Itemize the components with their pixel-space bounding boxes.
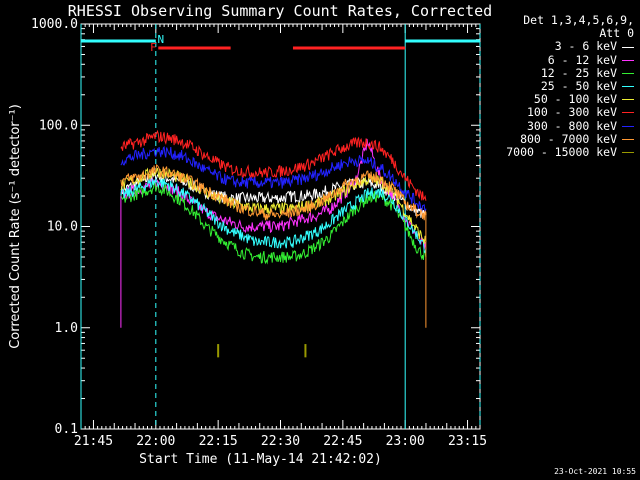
legend-entry: 3 - 6 keV [434, 40, 634, 53]
chart-title: RHESSI Observing Summary Count Rates, Co… [68, 2, 492, 20]
legend: Det 1,3,4,5,6,9, Att 0 3 - 6 keV 6 - 12 … [434, 13, 634, 159]
y-axis-label: Corrected Count Rate (s⁻¹ detector⁻¹) [8, 104, 23, 349]
x-tick-label: 22:30 [261, 434, 300, 449]
x-tick-label: 21:45 [74, 434, 113, 449]
series-line-0 [120, 171, 427, 218]
legend-entry: 25 - 50 keV [434, 79, 634, 93]
series-line-2 [120, 181, 427, 265]
legend-header-line-1: Det 1,3,4,5,6,9, [523, 13, 634, 27]
legend-swatch [622, 72, 634, 74]
y-tick-label: 1000.0 [31, 17, 78, 32]
y-tick-label: 100.0 [39, 118, 78, 133]
legend-entry: 6 - 12 keV [434, 53, 634, 67]
timestamp: 23-Oct-2021 10:55 [554, 467, 636, 476]
x-tick-label: 23:15 [448, 434, 487, 449]
legend-swatch [622, 152, 634, 153]
series-line-7 [120, 164, 427, 221]
legend-swatch [622, 138, 634, 140]
x-tick-label: 22:00 [136, 434, 175, 449]
annotation-letter: N [157, 33, 164, 46]
series-line-3 [120, 177, 427, 254]
x-axis-label: Start Time (11-May-14 21:42:02) [139, 452, 382, 467]
y-tick-label: 10.0 [47, 220, 78, 235]
legend-entry: 800 - 7000 keV [434, 132, 634, 146]
legend-entry: 7000 - 15000 keV [434, 145, 634, 159]
legend-entry: 300 - 800 keV [434, 119, 634, 133]
legend-swatch [622, 59, 634, 61]
x-tick-label: 23:00 [386, 434, 425, 449]
legend-entry: 12 - 25 keV [434, 66, 634, 80]
legend-swatch [622, 46, 634, 48]
series-line-6 [120, 145, 427, 214]
legend-swatch [622, 99, 634, 101]
annotation-letter: F [150, 41, 157, 54]
legend-swatch [622, 112, 634, 114]
y-tick-label: 0.1 [55, 422, 78, 437]
legend-swatch [622, 86, 634, 88]
legend-swatch [622, 125, 634, 127]
legend-entry: 100 - 300 keV [434, 106, 634, 119]
y-tick-label: 1.0 [55, 321, 78, 336]
legend-entry: 50 - 100 keV [434, 92, 634, 106]
x-tick-label: 22:45 [323, 434, 362, 449]
series-line-5 [120, 129, 427, 201]
x-tick-label: 22:15 [199, 434, 238, 449]
plot-frame [80, 23, 481, 430]
legend-header-line-2: Att 0 [599, 26, 634, 41]
